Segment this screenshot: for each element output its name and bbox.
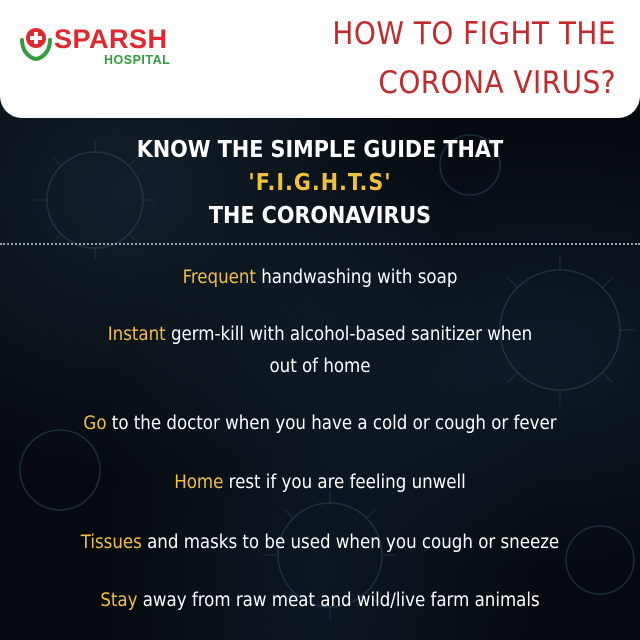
rule-text: handwashing with soap (255, 267, 458, 288)
rule-text: and masks to be used when you cough or s… (141, 532, 560, 553)
intro-line-3: THE CORONAVIRUS (208, 203, 432, 229)
rule-item: Go to the doctor when you have a cold or… (0, 408, 640, 440)
dotted-divider (0, 243, 640, 245)
header-banner: SPARSH HOSPITAL HOW TO FIGHT THE CORONA … (0, 0, 640, 118)
rule-item: Stay away from raw meat and wild/live fa… (0, 585, 640, 617)
rule-keyword: Frequent (182, 267, 256, 288)
rule-keyword: Go (83, 413, 107, 434)
rule-text: to the doctor when you have a cold or co… (106, 413, 557, 434)
rule-item: Home rest if you are feeling unwell (0, 467, 640, 499)
logo-subtitle: HOSPITAL (104, 53, 171, 67)
medical-cross-hands-icon (20, 28, 52, 62)
rule-text: away from raw meat and wild/live farm an… (137, 590, 540, 611)
title-line-1: HOW TO FIGHT THE (332, 16, 616, 52)
page-title: HOW TO FIGHT THE CORONA VIRUS? (296, 10, 616, 108)
sparsh-logo: SPARSH HOSPITAL (16, 22, 216, 72)
rule-item: Frequent handwashing with soap (0, 262, 640, 294)
rule-keyword: Home (174, 472, 224, 493)
logo-name: SPARSH (54, 24, 168, 54)
rule-item: Instant germ-kill with alcohol-based san… (0, 319, 640, 383)
rule-text: germ-kill with alcohol-based sanitizer w… (165, 324, 533, 345)
intro-line-1: KNOW THE SIMPLE GUIDE THAT (136, 137, 504, 163)
rule-item: Tissues and masks to be used when you co… (0, 527, 640, 559)
rule-text: rest if you are feeling unwell (223, 472, 466, 493)
intro-heading: KNOW THE SIMPLE GUIDE THAT 'F.I.G.H.T.S'… (0, 134, 640, 233)
rule-keyword: Stay (100, 590, 138, 611)
rule-keyword: Tissues (80, 532, 142, 553)
rule-continuation: out of home (269, 356, 371, 377)
intro-acronym: 'F.I.G.H.T.S' (248, 170, 392, 196)
rule-keyword: Instant (107, 324, 166, 345)
title-line-2: CORONA VIRUS? (378, 65, 616, 101)
